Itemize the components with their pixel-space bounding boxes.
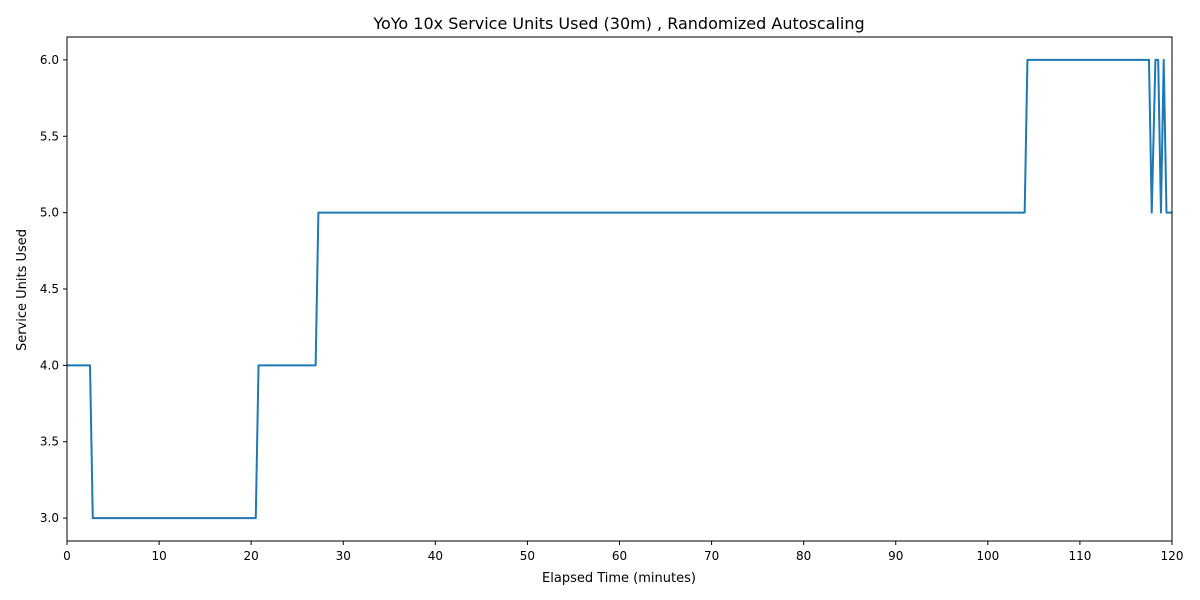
y-tick-label: 5.5 <box>40 129 59 143</box>
x-tick-label: 10 <box>151 549 166 563</box>
x-tick-label: 120 <box>1161 549 1184 563</box>
y-tick-label: 5.0 <box>40 206 59 220</box>
y-tick-label: 4.0 <box>40 358 59 372</box>
x-tick-label: 80 <box>796 549 811 563</box>
x-tick-label: 110 <box>1068 549 1091 563</box>
series-line <box>67 58 1172 520</box>
x-tick-label: 0 <box>63 549 71 563</box>
x-tick-label: 30 <box>336 549 351 563</box>
y-axis-label: Service Units Used <box>15 229 30 351</box>
x-tick-label: 100 <box>976 549 999 563</box>
x-axis-label: Elapsed Time (minutes) <box>542 571 696 586</box>
x-tick-label: 20 <box>244 549 259 563</box>
x-tick-label: 50 <box>520 549 535 563</box>
plot-area: 0 10 20 30 40 50 60 70 80 90 100 110 120 3.0 3.5 4.0 4.5… <box>40 36 1184 563</box>
x-tick-label: 90 <box>888 549 903 563</box>
y-tick-label: 3.0 <box>40 511 59 525</box>
y-tick-label: 4.5 <box>40 282 59 296</box>
x-tick-label: 40 <box>428 549 443 563</box>
chart-title: YoYo 10x Service Units Used (30m) , Rand… <box>372 14 864 33</box>
x-tick-label: 70 <box>704 549 719 563</box>
x-tick-label: 60 <box>612 549 627 563</box>
y-tick-label: 6.0 <box>40 53 59 67</box>
y-tick-label: 3.5 <box>40 435 59 449</box>
